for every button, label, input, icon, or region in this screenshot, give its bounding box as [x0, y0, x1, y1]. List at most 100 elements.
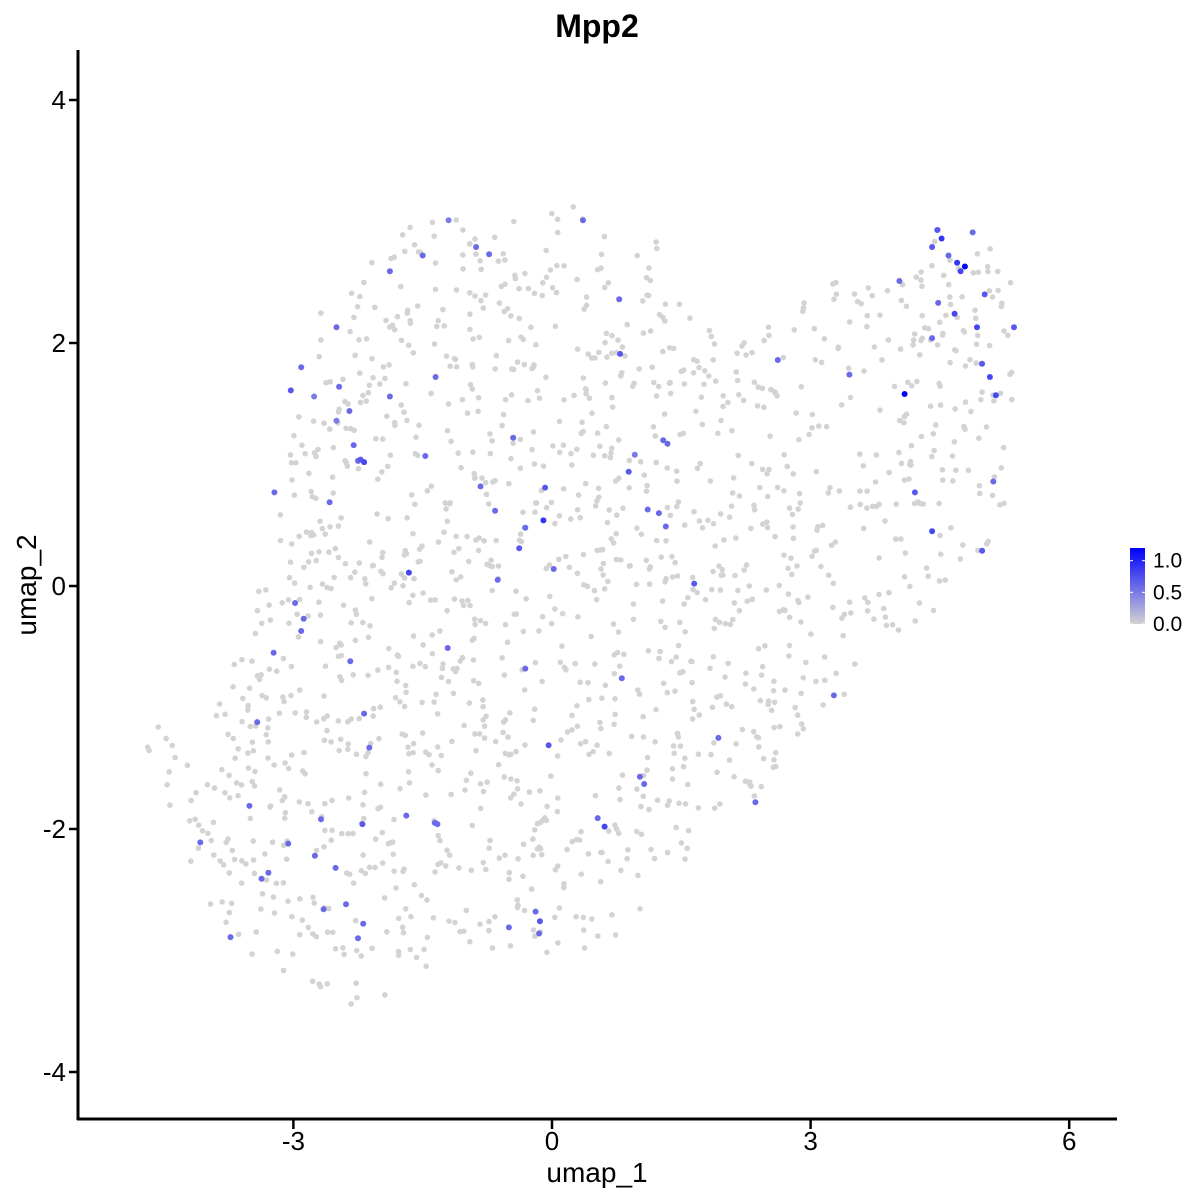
- cell-point: [794, 563, 800, 569]
- cell-point: [976, 490, 983, 497]
- cell-point: [473, 537, 479, 543]
- cell-point: [361, 789, 368, 796]
- cell-point: [288, 663, 295, 670]
- cell-point: [609, 445, 615, 452]
- cell-point: [245, 707, 251, 713]
- cell-point: [911, 331, 918, 337]
- cell-point: [322, 827, 328, 834]
- cell-point: [195, 845, 202, 851]
- cell-point: [556, 512, 563, 519]
- cell-point: [471, 635, 477, 642]
- expressing-cell-point: [360, 920, 367, 927]
- cell-point: [871, 344, 878, 350]
- expressing-cell-point: [662, 523, 669, 530]
- cell-point: [852, 661, 858, 667]
- cell-point: [475, 394, 482, 401]
- cell-point: [522, 742, 528, 748]
- cell-point: [718, 417, 724, 424]
- cell-point: [809, 553, 815, 560]
- cell-point: [662, 301, 669, 308]
- cell-point: [597, 443, 603, 450]
- cell-point: [459, 654, 466, 661]
- cell-point: [710, 654, 717, 660]
- cell-point: [358, 867, 365, 874]
- cell-point: [399, 232, 406, 238]
- cell-point: [554, 262, 560, 269]
- cell-point: [363, 581, 369, 587]
- cell-point: [410, 663, 416, 670]
- cell-point: [280, 880, 287, 886]
- cell-point: [638, 831, 645, 838]
- cell-point: [974, 251, 981, 257]
- expressing-cell-point: [974, 324, 980, 331]
- cell-point: [448, 791, 454, 798]
- cell-point: [316, 981, 323, 987]
- cell-point: [917, 500, 923, 507]
- cell-point: [238, 880, 245, 886]
- cell-point: [404, 307, 411, 314]
- cell-point: [711, 805, 718, 811]
- cell-point: [508, 776, 514, 782]
- cell-point: [405, 744, 411, 750]
- expressing-cell-point: [355, 935, 361, 942]
- cell-point: [618, 867, 624, 874]
- cell-point: [434, 744, 441, 750]
- cell-point: [502, 257, 508, 263]
- cell-point: [303, 714, 310, 721]
- cell-point: [471, 470, 478, 477]
- cell-point: [580, 551, 587, 558]
- cell-point: [685, 781, 691, 788]
- expressing-cell-point: [625, 468, 632, 475]
- cell-point: [680, 763, 687, 770]
- cell-point: [482, 479, 489, 486]
- cell-point: [564, 846, 570, 853]
- cell-point: [399, 731, 406, 737]
- cell-point: [939, 332, 946, 338]
- cell-point: [288, 692, 294, 699]
- cell-point: [598, 265, 604, 271]
- cell-point: [438, 752, 445, 759]
- cell-point: [728, 503, 735, 510]
- cell-point: [172, 754, 178, 761]
- cell-point: [968, 408, 974, 415]
- cell-point: [893, 501, 899, 507]
- cell-point: [522, 270, 528, 277]
- cell-point: [429, 762, 435, 768]
- cell-point: [254, 607, 261, 614]
- cell-point: [696, 518, 703, 524]
- cell-point: [195, 822, 202, 828]
- cell-point: [348, 1001, 354, 1007]
- cell-point: [612, 696, 618, 702]
- cell-point: [674, 573, 681, 579]
- cell-point: [574, 723, 581, 730]
- cell-point: [401, 409, 407, 416]
- cell-point: [506, 876, 512, 883]
- expressing-cell-point: [350, 442, 357, 449]
- cell-point: [905, 379, 911, 386]
- cell-point: [851, 291, 858, 297]
- cell-point: [653, 537, 660, 544]
- cell-point: [695, 751, 702, 757]
- cell-point: [575, 614, 581, 620]
- cell-point: [798, 619, 804, 625]
- cell-point: [712, 616, 719, 623]
- cell-point: [869, 503, 876, 510]
- cell-point: [508, 455, 514, 462]
- cell-point: [305, 800, 311, 807]
- cell-point: [500, 251, 507, 257]
- cell-point: [670, 743, 677, 749]
- cell-point: [327, 379, 334, 385]
- cell-point: [833, 670, 839, 677]
- cell-point: [586, 696, 592, 703]
- cell-point: [649, 364, 656, 371]
- expressing-cell-point: [347, 658, 354, 665]
- expressing-cell-point: [660, 437, 667, 444]
- cell-point: [682, 856, 688, 862]
- cell-point: [502, 281, 508, 288]
- cell-point: [477, 805, 484, 812]
- cell-point: [199, 828, 206, 834]
- cell-point: [328, 585, 334, 592]
- cell-point: [249, 739, 256, 745]
- cell-point: [343, 425, 349, 432]
- cell-point: [282, 809, 289, 816]
